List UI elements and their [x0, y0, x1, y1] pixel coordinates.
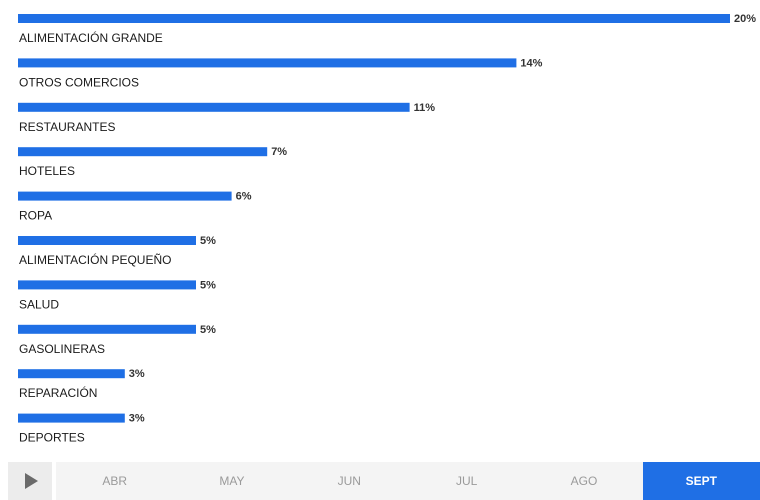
- bar: [18, 413, 125, 423]
- month-timeline: ABR MAY JUN JUL AGO SEPT: [0, 462, 760, 500]
- bar: [18, 191, 232, 201]
- category-label: ALIMENTACIÓN PEQUEÑO: [19, 252, 171, 267]
- tab-ago[interactable]: AGO: [525, 462, 643, 500]
- value-label: 5%: [200, 279, 216, 291]
- bar-chart: 20% ALIMENTACIÓN GRANDE 14% OTROS COMERCIOS…: [18, 13, 756, 445]
- bar: [18, 236, 196, 245]
- value-label: 5%: [200, 235, 216, 247]
- category-label: SALUD: [19, 297, 59, 311]
- tab-jun[interactable]: JUN: [290, 462, 408, 500]
- value-label: 6%: [236, 191, 252, 203]
- category-label: ALIMENTACIÓN GRANDE: [19, 30, 163, 45]
- bar: [18, 102, 410, 112]
- value-label: 5%: [200, 324, 216, 336]
- bar: [18, 14, 730, 23]
- bar: [18, 147, 268, 157]
- value-label: 3%: [129, 368, 145, 380]
- category-label: DEPORTES: [19, 431, 85, 445]
- bar: [18, 280, 196, 290]
- category-label: ROPA: [19, 209, 52, 223]
- value-label: 20%: [734, 13, 756, 25]
- tab-may[interactable]: MAY: [173, 462, 291, 500]
- bar: [18, 324, 196, 334]
- value-label: 11%: [414, 102, 436, 114]
- category-label: GASOLINERAS: [19, 342, 105, 356]
- tab-sept[interactable]: SEPT: [642, 462, 760, 500]
- category-label: HOTELES: [19, 164, 75, 178]
- value-label: 7%: [271, 146, 287, 158]
- bar: [18, 369, 125, 379]
- value-label: 3%: [129, 413, 145, 425]
- bar: [18, 58, 517, 68]
- tab-jul[interactable]: JUL: [407, 462, 526, 500]
- tab-abr[interactable]: ABR: [56, 462, 174, 500]
- category-label: OTROS COMERCIOS: [19, 75, 139, 89]
- month-tabs: ABR MAY JUN JUL AGO SEPT: [56, 462, 760, 500]
- play-icon: [25, 473, 38, 489]
- value-label: 14%: [520, 57, 542, 69]
- play-button[interactable]: [8, 462, 52, 500]
- category-label: RESTAURANTES: [19, 120, 115, 134]
- category-label: REPARACIÓN: [19, 385, 97, 400]
